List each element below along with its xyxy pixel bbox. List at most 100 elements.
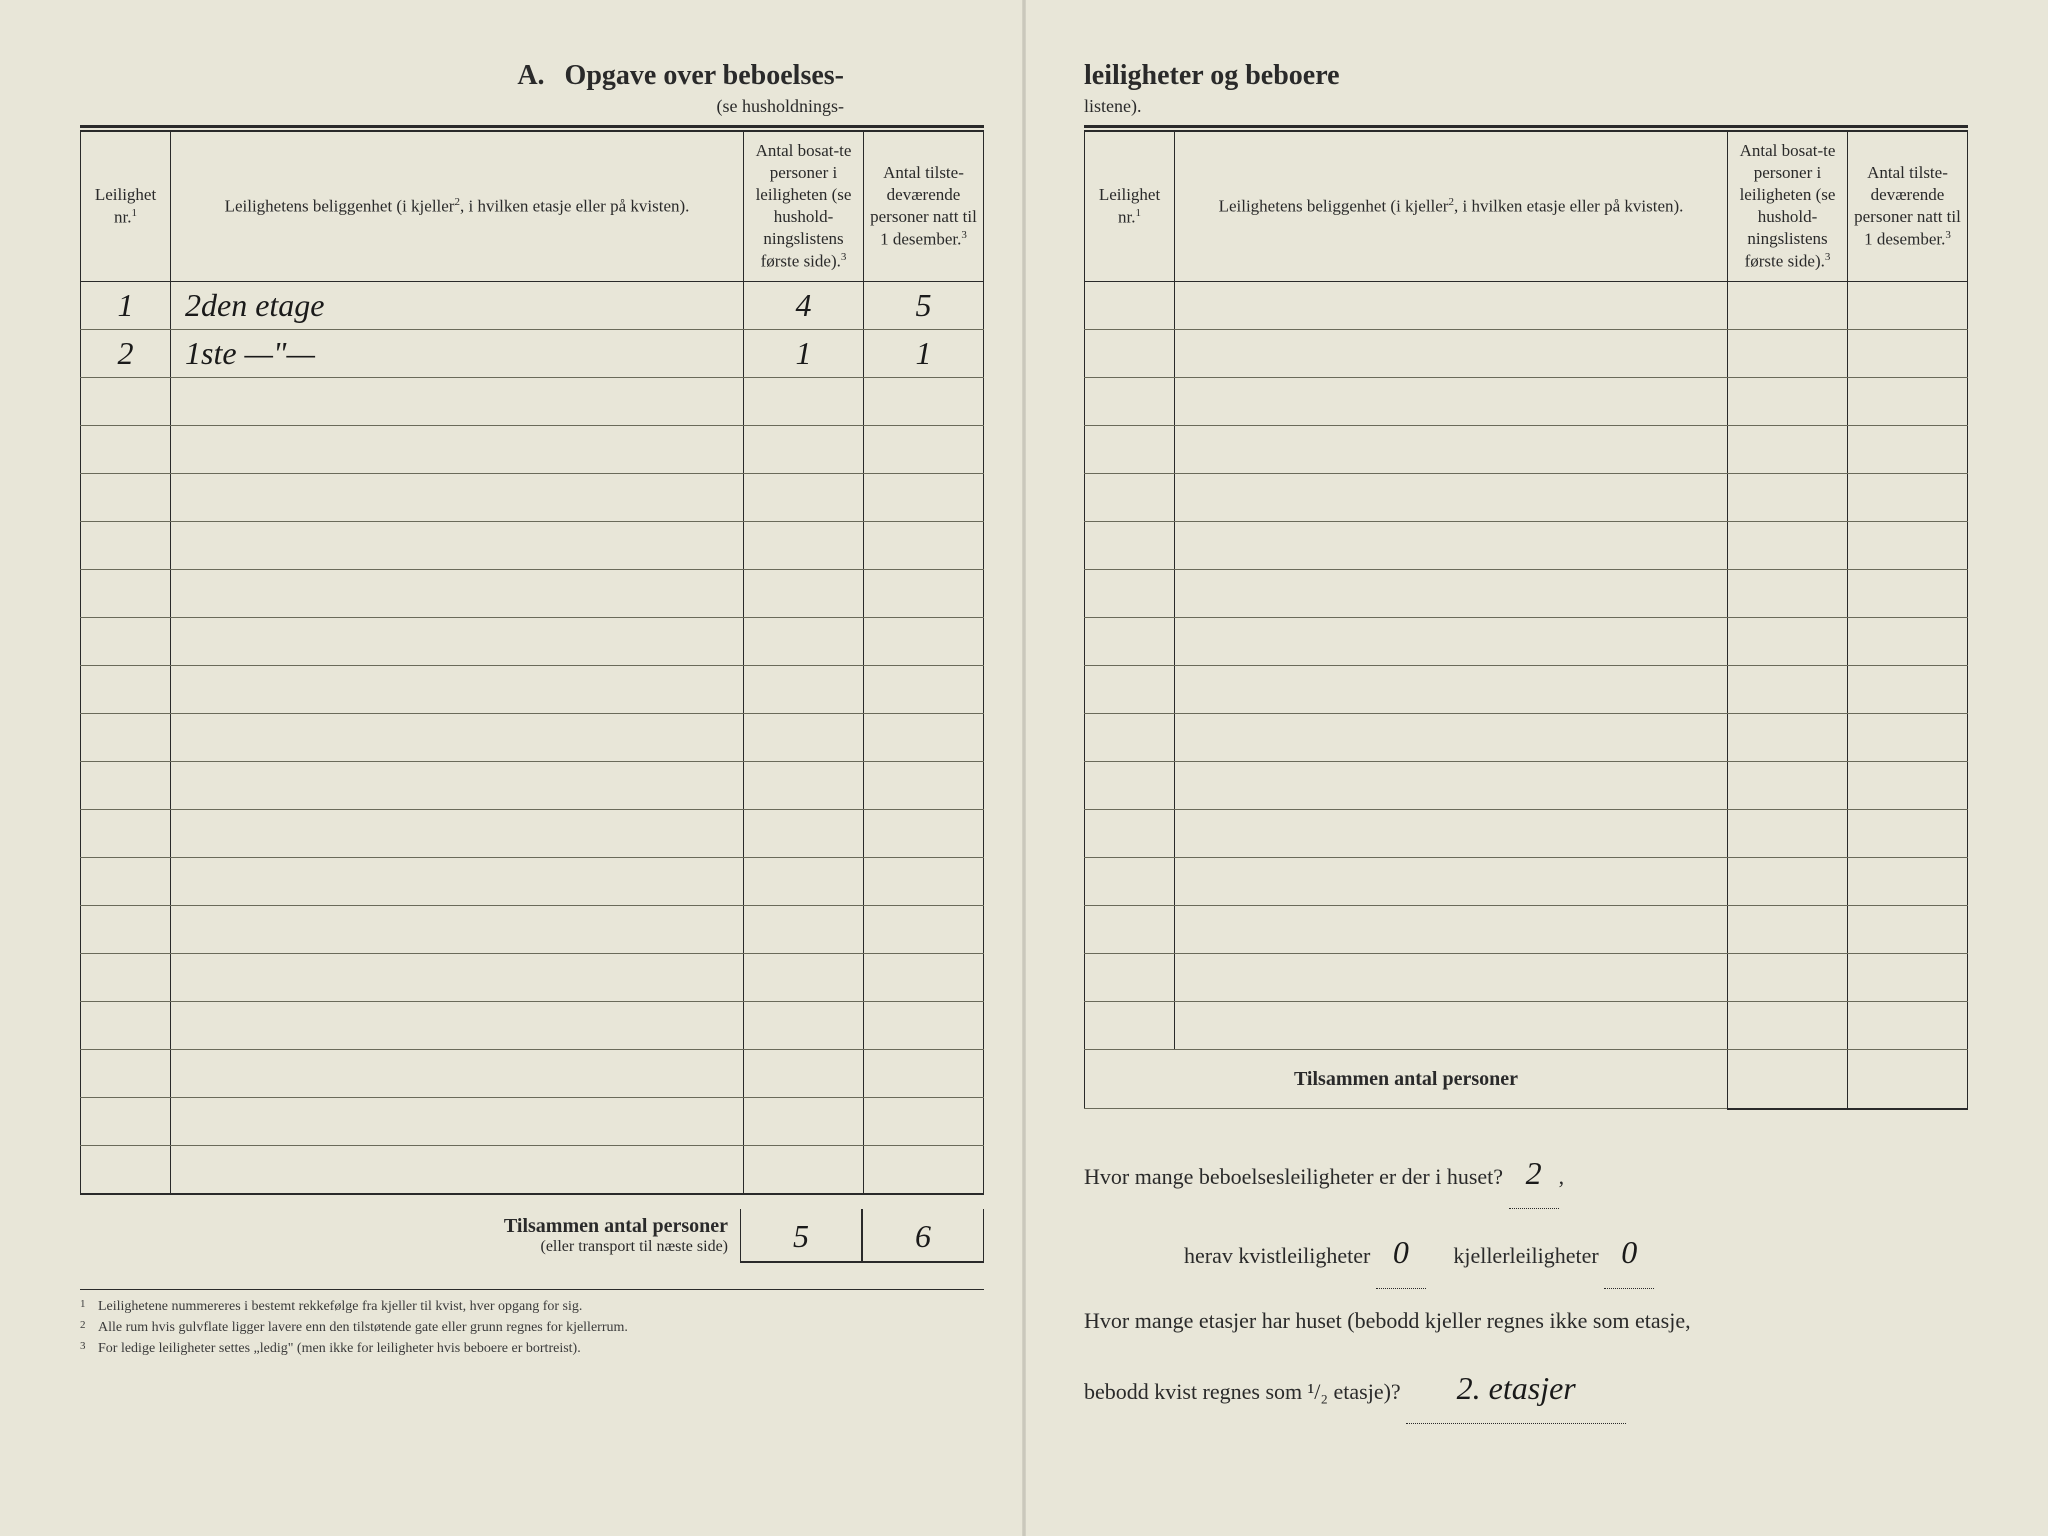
- table-row: [1085, 858, 1968, 906]
- cell-loc: [1175, 666, 1728, 714]
- cell-nr: [81, 474, 171, 522]
- cell-tilstede: [864, 666, 984, 714]
- cell-nr: [1085, 522, 1175, 570]
- cell-nr: 1: [81, 282, 171, 330]
- cell-loc: [171, 858, 744, 906]
- answer-kvist: 0: [1376, 1217, 1426, 1288]
- cell-tilstede: [1848, 426, 1968, 474]
- cell-nr: [1085, 1002, 1175, 1050]
- cell-bosatte: [1728, 282, 1848, 330]
- cell-nr: [81, 618, 171, 666]
- cell-bosatte: [1728, 330, 1848, 378]
- cell-bosatte: [744, 1098, 864, 1146]
- table-row: [1085, 426, 1968, 474]
- cell-bosatte: [744, 810, 864, 858]
- cell-nr: [81, 762, 171, 810]
- section-title-left: Opgave over beboelses-: [565, 60, 844, 92]
- title-row-left: A. Opgave over beboelses-: [80, 60, 984, 92]
- cell-tilstede: [1848, 810, 1968, 858]
- cell-bosatte: [1728, 666, 1848, 714]
- cell-loc: [1175, 282, 1728, 330]
- cell-loc: [1175, 762, 1728, 810]
- cell-bosatte: [1728, 906, 1848, 954]
- cell-bosatte: [1728, 810, 1848, 858]
- table-row: 21ste —"—11: [81, 330, 984, 378]
- cell-bosatte: [1728, 1002, 1848, 1050]
- table-row: [1085, 570, 1968, 618]
- cell-bosatte: [1728, 714, 1848, 762]
- table-row: [1085, 282, 1968, 330]
- census-table-left: Leilighet nr.1 Leilighetens beliggenhet …: [80, 130, 984, 1195]
- section-title-right: leiligheter og beboere: [1084, 60, 1340, 92]
- cell-loc: [171, 810, 744, 858]
- cell-tilstede: [1848, 858, 1968, 906]
- cell-tilstede: [1848, 474, 1968, 522]
- table-row: [81, 858, 984, 906]
- cell-tilstede: [864, 474, 984, 522]
- cell-tilstede: [1848, 570, 1968, 618]
- cell-nr: [1085, 954, 1175, 1002]
- cell-nr: [1085, 906, 1175, 954]
- table-row: [1085, 522, 1968, 570]
- cell-nr: [81, 666, 171, 714]
- footnote: 2Alle rum hvis gulvflate ligger lavere e…: [80, 1317, 984, 1338]
- table-row: [1085, 810, 1968, 858]
- cell-nr: [1085, 810, 1175, 858]
- table-body-left: 12den etage4521ste —"—11: [81, 282, 984, 1194]
- cell-nr: [1085, 330, 1175, 378]
- totals-bosatte: 5: [740, 1209, 862, 1263]
- cell-loc: 1ste —"—: [171, 330, 744, 378]
- cell-tilstede: [864, 1050, 984, 1098]
- cell-nr: [1085, 378, 1175, 426]
- table-row: [81, 1146, 984, 1194]
- header-col2: Leilighetens beliggenhet (i kjeller2, i …: [171, 131, 744, 282]
- table-row: [1085, 378, 1968, 426]
- table-row: [81, 714, 984, 762]
- cell-bosatte: [744, 762, 864, 810]
- cell-bosatte: [744, 1146, 864, 1194]
- cell-nr: [1085, 666, 1175, 714]
- cell-nr: [81, 522, 171, 570]
- cell-bosatte: [744, 522, 864, 570]
- table-row: [81, 1098, 984, 1146]
- answer-kjeller: 0: [1604, 1217, 1654, 1288]
- cell-nr: [81, 714, 171, 762]
- cell-bosatte: [744, 858, 864, 906]
- table-row: [1085, 1002, 1968, 1050]
- cell-bosatte: [744, 618, 864, 666]
- cell-nr: [81, 1050, 171, 1098]
- cell-tilstede: [1848, 906, 1968, 954]
- cell-tilstede: [1848, 666, 1968, 714]
- cell-loc: [1175, 810, 1728, 858]
- cell-tilstede: [864, 570, 984, 618]
- cell-bosatte: 4: [744, 282, 864, 330]
- table-row: [81, 618, 984, 666]
- cell-tilstede: [864, 810, 984, 858]
- cell-bosatte: [744, 906, 864, 954]
- header-rule-right: [1084, 125, 1968, 128]
- subtitle-right: listene).: [1084, 96, 1968, 117]
- table-row: [1085, 714, 1968, 762]
- totals-row-left: Tilsammen antal personer (eller transpor…: [80, 1209, 984, 1263]
- cell-nr: [1085, 570, 1175, 618]
- cell-loc: [171, 474, 744, 522]
- section-letter: A.: [517, 60, 544, 92]
- cell-nr: [81, 810, 171, 858]
- cell-tilstede: [1848, 954, 1968, 1002]
- table-row: [1085, 618, 1968, 666]
- cell-tilstede: [864, 1002, 984, 1050]
- cell-nr: [81, 954, 171, 1002]
- cell-tilstede: [864, 858, 984, 906]
- cell-bosatte: [1728, 618, 1848, 666]
- cell-bosatte: [1728, 858, 1848, 906]
- header-col4: Antal tilste-deværende personer natt til…: [864, 131, 984, 282]
- census-table-right: Leilighet nr.1 Leilighetens beliggenhet …: [1084, 130, 1968, 1110]
- table-row: [81, 378, 984, 426]
- cell-loc: [171, 1098, 744, 1146]
- totals-bosatte-r: [1728, 1050, 1848, 1109]
- cell-loc: [1175, 906, 1728, 954]
- table-row: [81, 1050, 984, 1098]
- cell-tilstede: [1848, 378, 1968, 426]
- table-row: [1085, 666, 1968, 714]
- cell-bosatte: [744, 714, 864, 762]
